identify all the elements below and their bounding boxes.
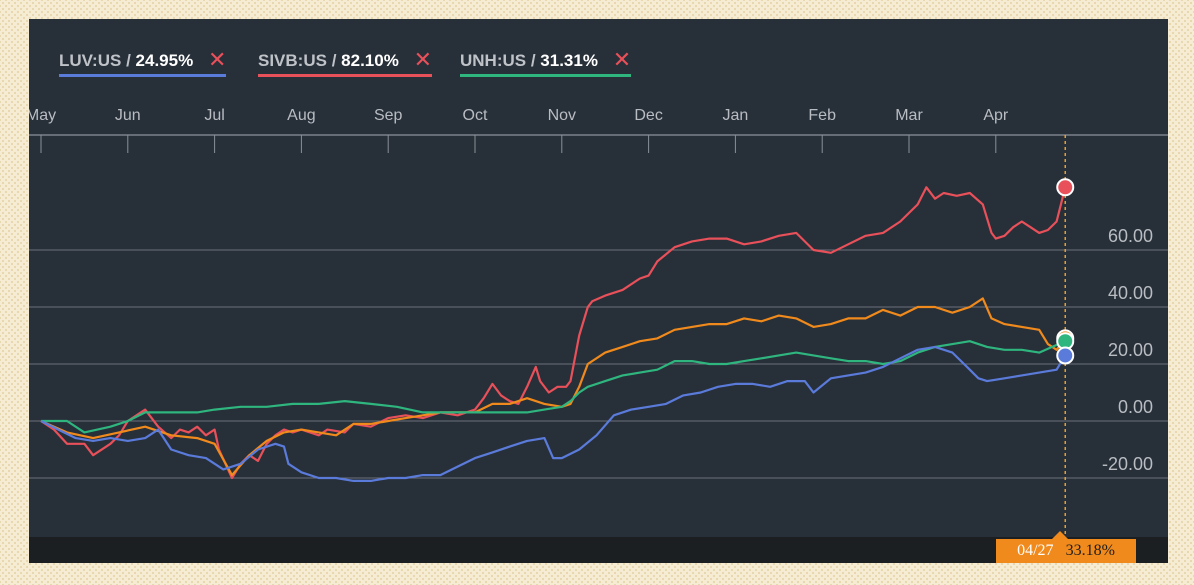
legend-separator: / bbox=[530, 51, 541, 70]
x-axis: May Jun Jul Aug Sep Oct Nov Dec Jan Feb Mar Apr bbox=[29, 107, 1009, 153]
close-icon[interactable]: ✕ bbox=[207, 47, 227, 72]
bottom-bar bbox=[29, 537, 1168, 563]
close-icon[interactable]: ✕ bbox=[612, 47, 632, 72]
legend-item-sivb[interactable]: SIVB:US / 82.10% ✕ bbox=[258, 46, 432, 77]
x-tick-label: Nov bbox=[548, 107, 576, 124]
series-end-marker bbox=[1056, 346, 1075, 365]
end-markers bbox=[1056, 178, 1075, 365]
x-tick-label: May bbox=[29, 107, 56, 124]
series-line-luvus bbox=[40, 345, 1067, 482]
gridlines bbox=[29, 134, 1168, 479]
series-line-index bbox=[40, 297, 1067, 477]
x-tick-label: Jul bbox=[204, 107, 224, 124]
legend-value: 82.10% bbox=[341, 51, 399, 70]
x-tick-label: Jun bbox=[115, 107, 141, 124]
close-icon[interactable]: ✕ bbox=[413, 47, 432, 72]
legend-separator: / bbox=[126, 51, 136, 70]
tooltip-date: 04/27 bbox=[1017, 542, 1054, 559]
x-tick-label: Dec bbox=[634, 107, 662, 124]
x-tick-label: Oct bbox=[463, 107, 488, 124]
legend-symbol: LUV:US bbox=[59, 51, 122, 70]
y-tick-label: 0.00 bbox=[1118, 397, 1153, 417]
legend-item-unh[interactable]: UNH:US / 31.31% ✕ bbox=[460, 46, 632, 77]
y-tick-label: 60.00 bbox=[1108, 226, 1153, 246]
y-tick-label: -20.00 bbox=[1102, 454, 1153, 474]
tooltip-arrow bbox=[1052, 531, 1068, 539]
line-chart[interactable]: May Jun Jul Aug Sep Oct Nov Dec Jan Feb Mar Apr 60.… bbox=[29, 19, 1168, 563]
tooltip-value: 33.18% bbox=[1065, 542, 1115, 559]
series-end-marker bbox=[1056, 178, 1075, 197]
series-line-unhus bbox=[41, 340, 1066, 434]
x-tick-label: Sep bbox=[374, 107, 403, 124]
chart-panel: May Jun Jul Aug Sep Oct Nov Dec Jan Feb Mar Apr 60.… bbox=[29, 19, 1168, 563]
legend-separator: / bbox=[331, 51, 342, 70]
x-tick-label: Jan bbox=[723, 107, 749, 124]
y-tick-label: 20.00 bbox=[1108, 340, 1153, 360]
cursor-tooltip: 04/27 33.18% bbox=[996, 531, 1136, 563]
legend-value: 31.31% bbox=[540, 51, 598, 70]
legend-symbol: SIVB:US bbox=[258, 51, 327, 70]
legend-item-luv[interactable]: LUV:US / 24.95% ✕ bbox=[59, 46, 227, 77]
legend-value: 24.95% bbox=[135, 51, 194, 70]
x-tick-label: Mar bbox=[895, 107, 923, 124]
x-tick-label: Apr bbox=[983, 107, 1009, 124]
series-line-sivbus bbox=[40, 186, 1067, 480]
x-tick-label: Feb bbox=[808, 107, 836, 124]
y-tick-label: 40.00 bbox=[1108, 283, 1153, 303]
series-layer bbox=[40, 186, 1067, 482]
x-tick-label: Aug bbox=[287, 107, 315, 124]
legend-symbol: UNH:US bbox=[460, 51, 527, 70]
y-axis: 60.00 40.00 20.00 0.00 -20.00 bbox=[1102, 226, 1153, 474]
